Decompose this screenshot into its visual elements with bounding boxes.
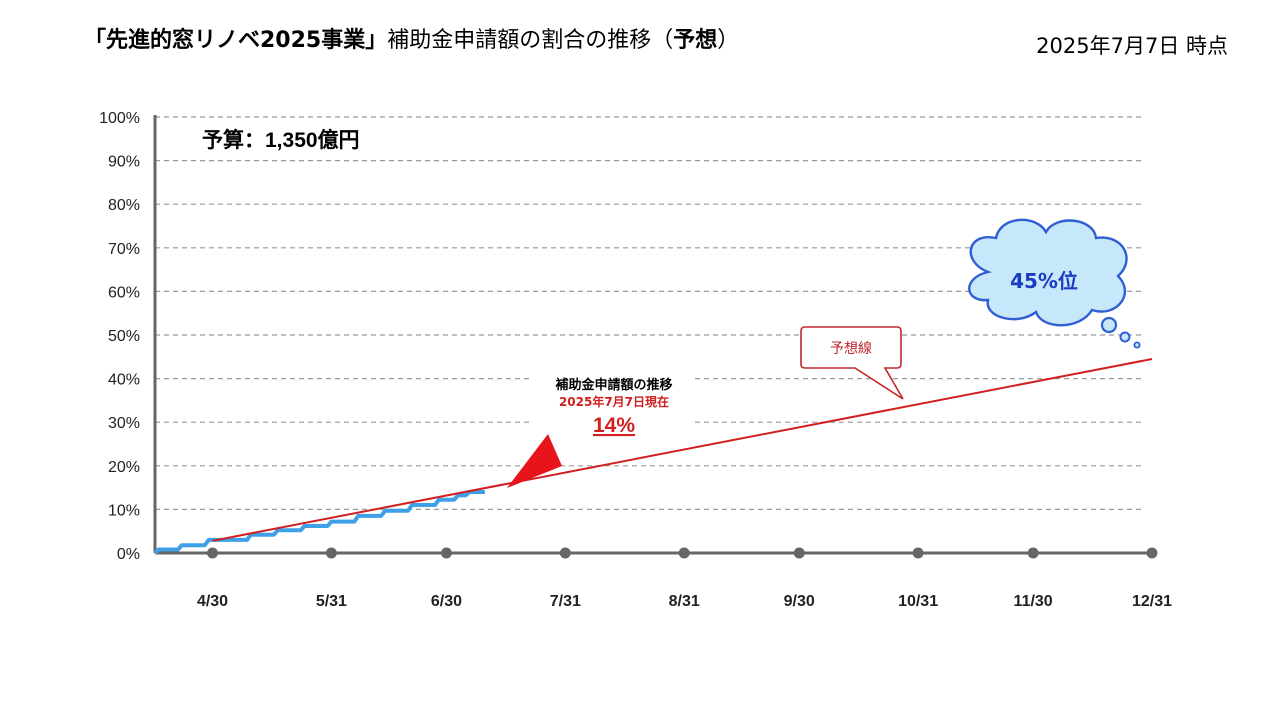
budget-label: 予算：1,350億円	[202, 128, 360, 152]
y-tick-label: 100%	[99, 110, 140, 127]
title-paren-close: ）	[717, 28, 740, 53]
y-tick-label: 80%	[108, 197, 140, 214]
y-tick-label: 70%	[108, 241, 140, 258]
x-tick-label: 6/30	[431, 593, 462, 610]
current-callout-pointer	[507, 434, 562, 488]
forecast-callout-label: 予想線	[830, 341, 872, 357]
cloud-bubble-large	[1100, 316, 1118, 334]
x-tick-label: 12/31	[1132, 593, 1172, 610]
as-of-date: 2025年7月7日 時点	[1036, 34, 1228, 58]
forecast-value: 45%位	[1010, 269, 1078, 293]
x-tick-label: 5/31	[316, 593, 347, 610]
cloud-bubble-medium	[1119, 331, 1131, 343]
y-axis-ticks: 0% 10% 20% 30% 40% 50% 60% 70% 80% 90% 100%	[99, 110, 140, 563]
title-description: 補助金申請額の割合の推移	[387, 28, 652, 53]
cloud-bubble-small	[1133, 341, 1141, 349]
y-tick-label: 50%	[108, 328, 140, 345]
x-tick-label: 11/30	[1014, 593, 1053, 610]
forecast-line	[212, 358, 1153, 542]
y-tick-label: 10%	[108, 502, 140, 519]
actual-application-line	[153, 490, 485, 555]
title-program-name: 「先進的窓リノベ2025事業」	[84, 28, 388, 53]
x-tick-label: 10/31	[898, 593, 938, 610]
forecast-callout-box	[800, 326, 904, 400]
y-tick-label: 20%	[108, 459, 140, 476]
current-callout-date: 2025年7月7日現在	[559, 394, 669, 409]
forecast-cloud	[968, 218, 1128, 327]
x-tick-label: 4/30	[197, 593, 228, 610]
x-tick-label: 9/30	[784, 593, 815, 610]
y-tick-label: 90%	[108, 154, 140, 171]
y-tick-label: 30%	[108, 415, 140, 432]
current-callout-box	[532, 368, 694, 440]
y-tick-label: 60%	[108, 284, 140, 301]
y-tick-label: 0%	[117, 546, 140, 563]
annotations: 予算：1,350億円 補助金申請額の推移 2025年7月7日現在 14% 予想線…	[202, 128, 1141, 488]
current-callout-title: 補助金申請額の推移	[554, 377, 672, 393]
chart-title: 「先進的窓リノベ2025事業」補助金申請額の割合の推移（予想）	[84, 22, 739, 54]
series-layer	[153, 358, 1153, 555]
y-tick-label: 40%	[108, 372, 140, 389]
grid-lines	[155, 116, 1144, 510]
current-callout-value: 14%	[593, 414, 635, 437]
title-paren-open: （	[651, 28, 674, 53]
x-tick-label: 8/31	[669, 593, 700, 610]
title-forecast-word: 予想	[673, 28, 718, 53]
x-axis-ticks: 4/30 5/31 6/30 7/31 8/31 9/30 10/31 11/30 12/31	[197, 547, 1172, 610]
axes	[153, 115, 1152, 555]
x-tick-label: 7/31	[550, 593, 581, 610]
